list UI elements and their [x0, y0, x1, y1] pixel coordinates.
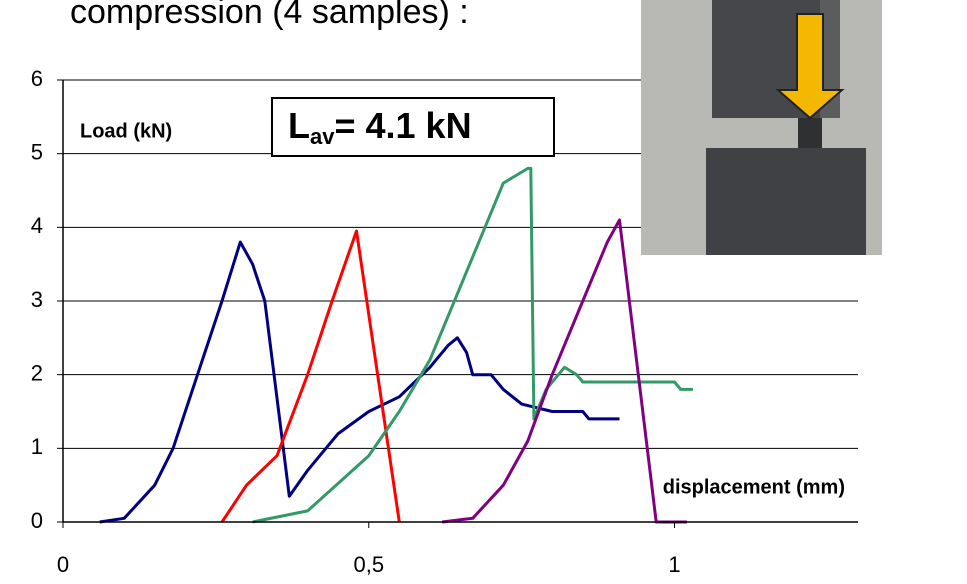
series-line: [220, 229, 401, 523]
upper-grip-side: [820, 0, 840, 118]
y-tick-label: 5: [31, 139, 43, 164]
specimen: [798, 118, 822, 148]
annotation: Lav= 4.1 kN: [288, 105, 472, 149]
series-line: [252, 166, 693, 524]
x-axis-label: displacement (mm): [663, 476, 845, 498]
lower-grip: [706, 148, 866, 255]
series-line: [442, 218, 687, 524]
y-tick-label: 1: [31, 434, 43, 459]
photo-inset: [641, 0, 882, 255]
load-arrow: [775, 13, 845, 120]
annotation-box: [271, 97, 555, 157]
y-tick-label: 4: [31, 213, 43, 238]
y-axis-label: Load (kN): [80, 120, 172, 142]
annotation-subscript: av: [310, 124, 335, 149]
x-tick-label: 0,5: [353, 552, 384, 577]
annotation-main: L: [288, 105, 310, 146]
y-tick-label: 2: [31, 360, 43, 385]
annotation-rest: = 4.1 kN: [334, 105, 471, 146]
series-line: [99, 240, 620, 524]
y-tick-label: 0: [31, 508, 43, 533]
lines: [99, 166, 693, 524]
chart-title: compression (4 samples) :: [70, 0, 469, 31]
y-tick-label: 3: [31, 287, 43, 312]
x-tick-label: 1: [668, 552, 680, 577]
ticks: 0 1 2 3 4 5 6 0 0,5 1: [31, 66, 681, 577]
x-tick-label: 0: [57, 552, 69, 577]
y-tick-label: 6: [31, 66, 43, 91]
